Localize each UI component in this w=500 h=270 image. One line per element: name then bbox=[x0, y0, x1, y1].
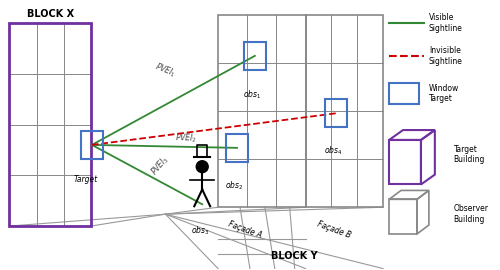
Text: Invisible
Sightline: Invisible Sightline bbox=[429, 46, 463, 66]
Text: Target
Building: Target Building bbox=[454, 145, 485, 164]
Text: $PVEI_3$: $PVEI_3$ bbox=[148, 153, 172, 178]
Text: Target: Target bbox=[74, 175, 98, 184]
Text: BLOCK X: BLOCK X bbox=[26, 9, 74, 19]
Bar bbox=[244, 42, 266, 70]
Bar bbox=[326, 99, 347, 127]
Circle shape bbox=[196, 161, 208, 173]
Text: $PVEI_2$: $PVEI_2$ bbox=[176, 132, 198, 145]
Text: $obs_2$: $obs_2$ bbox=[225, 180, 243, 192]
Text: $obs_1$: $obs_1$ bbox=[242, 89, 261, 101]
Text: $obs_4$: $obs_4$ bbox=[324, 145, 342, 157]
Text: Observer
Building: Observer Building bbox=[454, 204, 488, 224]
Text: $PVEI_1$: $PVEI_1$ bbox=[153, 61, 178, 80]
Text: Visible
Sightline: Visible Sightline bbox=[429, 14, 463, 33]
Bar bbox=[226, 134, 248, 162]
Bar bbox=[81, 131, 103, 159]
Text: Façade A: Façade A bbox=[227, 219, 263, 239]
Bar bbox=[389, 83, 419, 104]
Text: BLOCK Y: BLOCK Y bbox=[272, 251, 318, 261]
Text: Window
Target: Window Target bbox=[429, 84, 459, 103]
Text: $obs_3$: $obs_3$ bbox=[191, 224, 210, 237]
Text: Façade B: Façade B bbox=[316, 219, 352, 239]
